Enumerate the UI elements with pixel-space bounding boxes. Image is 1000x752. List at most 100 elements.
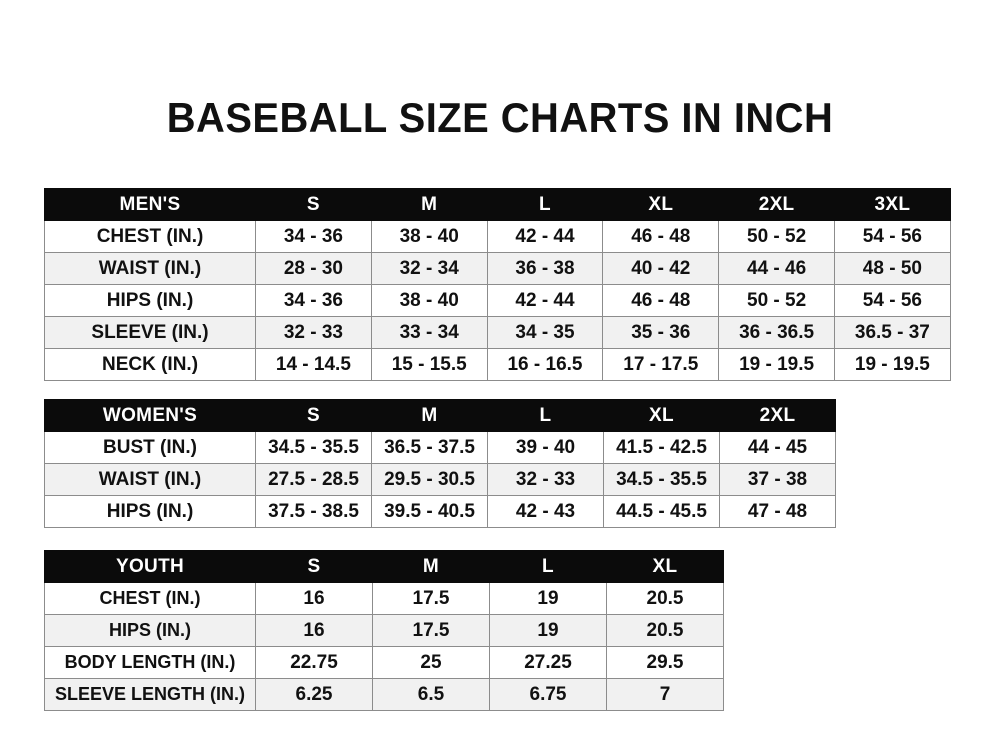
mens-cell: 50 - 52 <box>718 220 835 253</box>
table-row: CHEST (IN.) 34 - 36 38 - 40 42 - 44 46 - 48 5… <box>44 220 951 253</box>
mens-cell: 28 - 30 <box>255 252 372 285</box>
mens-cell: 38 - 40 <box>370 220 488 253</box>
mens-column-header-3xl: 3XL <box>833 188 951 221</box>
womens-cell: 42 - 43 <box>487 495 604 528</box>
youth-column-header-l: L <box>489 550 607 583</box>
mens-cell: 42 - 44 <box>486 284 604 317</box>
womens-row-label: WAIST (IN.) <box>44 463 256 496</box>
womens-cell: 29.5 - 30.5 <box>371 463 488 496</box>
youth-cell: 6.25 <box>255 678 373 711</box>
mens-column-header-m: M <box>370 188 488 221</box>
mens-cell: 19 - 19.5 <box>833 348 951 381</box>
mens-cell: 46 - 48 <box>602 284 720 317</box>
mens-corner-label: MEN'S <box>44 188 256 221</box>
mens-cell: 36.5 - 37 <box>833 316 951 349</box>
mens-row-label: HIPS (IN.) <box>44 284 256 317</box>
youth-cell: 7 <box>606 678 724 711</box>
womens-cell: 39.5 - 40.5 <box>371 495 488 528</box>
youth-row-label: HIPS (IN.) <box>44 614 256 647</box>
youth-column-header-m: M <box>372 550 490 583</box>
table-row: WAIST (IN.) 28 - 30 32 - 34 36 - 38 40 - 42 4… <box>44 252 951 285</box>
mens-cell: 38 - 40 <box>370 284 488 317</box>
mens-row-label: NECK (IN.) <box>44 348 256 381</box>
youth-header-row: YOUTH S M L XL <box>44 550 724 583</box>
youth-cell: 20.5 <box>606 582 724 615</box>
mens-cell: 16 - 16.5 <box>486 348 604 381</box>
youth-row-label: CHEST (IN.) <box>44 582 256 615</box>
youth-cell: 16 <box>255 614 373 647</box>
mens-cell: 34 - 35 <box>486 316 604 349</box>
womens-cell: 32 - 33 <box>487 463 604 496</box>
mens-cell: 48 - 50 <box>833 252 951 285</box>
youth-cell: 19 <box>489 614 607 647</box>
youth-cell: 6.5 <box>372 678 490 711</box>
mens-cell: 46 - 48 <box>602 220 720 253</box>
table-row: HIPS (IN.) 34 - 36 38 - 40 42 - 44 46 - 48 50… <box>44 284 951 317</box>
youth-cell: 17.5 <box>372 614 490 647</box>
womens-cell: 34.5 - 35.5 <box>603 463 720 496</box>
mens-cell: 35 - 36 <box>602 316 720 349</box>
table-row: HIPS (IN.) 37.5 - 38.5 39.5 - 40.5 42 - 43 4… <box>44 495 836 528</box>
mens-row-label: CHEST (IN.) <box>44 220 256 253</box>
mens-cell: 34 - 36 <box>255 220 372 253</box>
mens-column-header-2xl: 2XL <box>718 188 835 221</box>
womens-cell: 44 - 45 <box>719 431 836 464</box>
womens-row-label: HIPS (IN.) <box>44 495 256 528</box>
table-row: BODY LENGTH (IN.) 22.75 25 27.25 29.5 <box>44 646 724 679</box>
youth-row-label: SLEEVE LENGTH (IN.) <box>44 678 256 711</box>
womens-column-header-l: L <box>487 399 604 432</box>
womens-column-header-s: S <box>255 399 372 432</box>
table-row: WAIST (IN.) 27.5 - 28.5 29.5 - 30.5 32 - 33… <box>44 463 836 496</box>
youth-corner-label: YOUTH <box>44 550 256 583</box>
mens-cell: 50 - 52 <box>718 284 835 317</box>
womens-cell: 41.5 - 42.5 <box>603 431 720 464</box>
mens-column-header-s: S <box>255 188 372 221</box>
table-row: SLEEVE (IN.) 32 - 33 33 - 34 34 - 35 35 - 36… <box>44 316 951 349</box>
mens-cell: 42 - 44 <box>486 220 604 253</box>
table-row: NECK (IN.) 14 - 14.5 15 - 15.5 16 - 16.5 17 … <box>44 348 951 381</box>
mens-cell: 19 - 19.5 <box>718 348 835 381</box>
mens-size-table: MEN'S S M L XL 2XL 3XL CHEST (IN.) 34 - 36 38 - 4… <box>44 188 951 381</box>
table-row: HIPS (IN.) 16 17.5 19 20.5 <box>44 614 724 647</box>
youth-cell: 27.25 <box>489 646 607 679</box>
youth-row-label: BODY LENGTH (IN.) <box>44 646 256 679</box>
mens-cell: 34 - 36 <box>255 284 372 317</box>
womens-corner-label: WOMEN'S <box>44 399 256 432</box>
youth-column-header-xl: XL <box>606 550 724 583</box>
youth-size-table: YOUTH S M L XL CHEST (IN.) 16 17.5 19 20.5 HIPS (I… <box>44 550 724 711</box>
youth-cell: 22.75 <box>255 646 373 679</box>
table-row: CHEST (IN.) 16 17.5 19 20.5 <box>44 582 724 615</box>
womens-column-header-2xl: 2XL <box>719 399 836 432</box>
youth-cell: 25 <box>372 646 490 679</box>
womens-cell: 39 - 40 <box>487 431 604 464</box>
mens-cell: 36 - 38 <box>486 252 604 285</box>
womens-cell: 34.5 - 35.5 <box>255 431 372 464</box>
womens-row-label: BUST (IN.) <box>44 431 256 464</box>
mens-cell: 32 - 34 <box>370 252 488 285</box>
womens-size-table: WOMEN'S S M L XL 2XL BUST (IN.) 34.5 - 35.5 36.5… <box>44 399 836 528</box>
mens-row-label: WAIST (IN.) <box>44 252 256 285</box>
mens-column-header-xl: XL <box>602 188 720 221</box>
youth-cell: 20.5 <box>606 614 724 647</box>
mens-cell: 40 - 42 <box>602 252 720 285</box>
mens-header-row: MEN'S S M L XL 2XL 3XL <box>44 188 951 221</box>
youth-column-header-s: S <box>255 550 373 583</box>
mens-row-label: SLEEVE (IN.) <box>44 316 256 349</box>
table-row: SLEEVE LENGTH (IN.) 6.25 6.5 6.75 7 <box>44 678 724 711</box>
mens-column-header-l: L <box>486 188 604 221</box>
mens-cell: 44 - 46 <box>718 252 835 285</box>
youth-cell: 6.75 <box>489 678 607 711</box>
mens-cell: 54 - 56 <box>833 220 951 253</box>
mens-cell: 32 - 33 <box>255 316 372 349</box>
womens-column-header-m: M <box>371 399 488 432</box>
table-row: BUST (IN.) 34.5 - 35.5 36.5 - 37.5 39 - 40 4… <box>44 431 836 464</box>
womens-cell: 37.5 - 38.5 <box>255 495 372 528</box>
womens-cell: 37 - 38 <box>719 463 836 496</box>
womens-header-row: WOMEN'S S M L XL 2XL <box>44 399 836 432</box>
mens-cell: 36 - 36.5 <box>718 316 835 349</box>
youth-cell: 17.5 <box>372 582 490 615</box>
mens-cell: 54 - 56 <box>833 284 951 317</box>
womens-cell: 47 - 48 <box>719 495 836 528</box>
mens-cell: 33 - 34 <box>370 316 488 349</box>
